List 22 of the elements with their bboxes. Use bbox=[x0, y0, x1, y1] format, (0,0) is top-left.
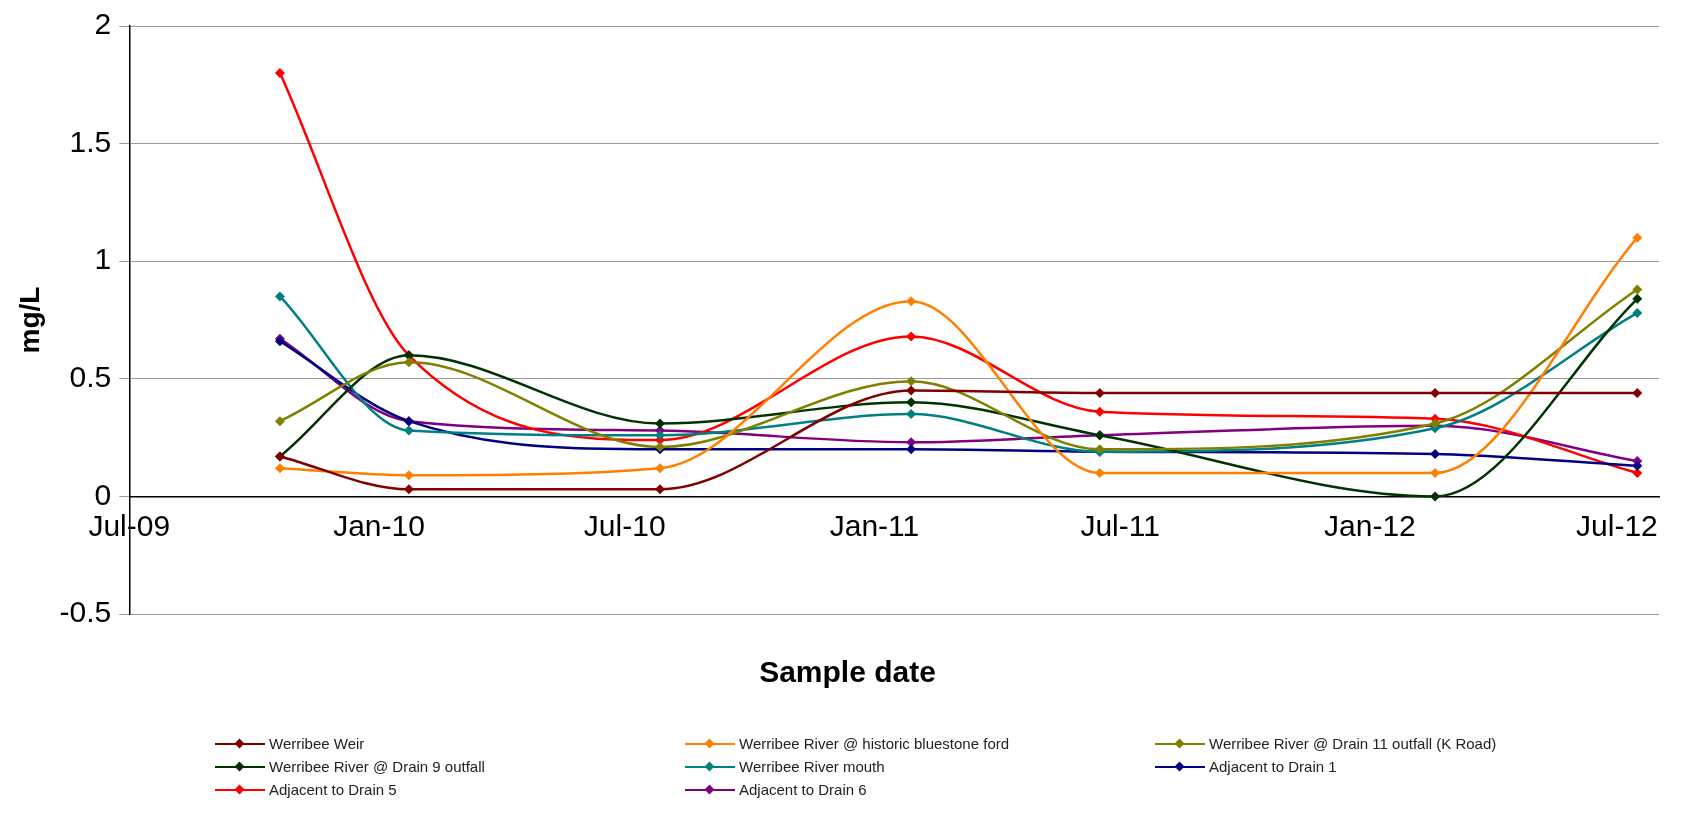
x-tick-label: Jan-10 bbox=[333, 508, 425, 542]
legend-label: Werribee River @ Drain 9 outfall bbox=[269, 758, 485, 775]
legend-label: Werribee Weir bbox=[269, 735, 365, 752]
legend-label: Werribee River @ Drain 11 outfall (K Road) bbox=[1209, 735, 1497, 752]
x-tick-label: Jul-12 bbox=[1576, 508, 1658, 542]
legend-label: Werribee River mouth bbox=[739, 758, 885, 775]
x-tick-label: Jul-10 bbox=[583, 508, 666, 542]
legend-label: Werribee River @ historic bluestone ford bbox=[739, 735, 1010, 752]
y-tick-label: 1.5 bbox=[69, 124, 112, 158]
y-tick-label: 2 bbox=[94, 7, 112, 41]
legend-label: Adjacent to Drain 6 bbox=[739, 781, 867, 798]
x-tick-label: Jan-11 bbox=[829, 508, 920, 542]
y-tick-label: -0.5 bbox=[59, 595, 112, 629]
y-tick-label: 0 bbox=[94, 477, 112, 511]
legend-label: Adjacent to Drain 1 bbox=[1209, 758, 1337, 775]
y-tick-label: 1 bbox=[94, 242, 112, 276]
y-axis-title: mg/L bbox=[13, 286, 45, 354]
legend-label: Adjacent to Drain 5 bbox=[269, 781, 397, 798]
x-axis-title: Sample date bbox=[758, 655, 937, 689]
x-tick-label: Jul-11 bbox=[1080, 508, 1160, 542]
x-tick-label: Jan-12 bbox=[1324, 508, 1416, 542]
y-tick-label: 0.5 bbox=[69, 360, 112, 394]
